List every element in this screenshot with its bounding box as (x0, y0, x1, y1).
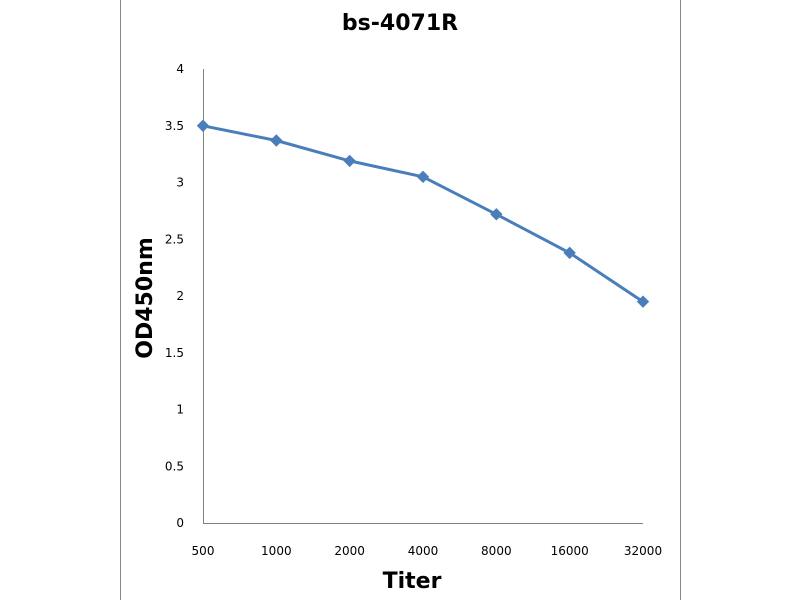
series-line (201, 124, 645, 304)
y-tick-label: 0 (176, 516, 184, 530)
chart-title: bs-4071R (342, 11, 458, 36)
data-point (270, 134, 283, 147)
x-tick-label: 1000 (261, 544, 292, 558)
y-tick-label: 3.5 (165, 119, 184, 133)
data-point (196, 119, 210, 132)
x-tick-label: 4000 (408, 544, 439, 558)
y-tick-label: 3 (176, 176, 184, 190)
data-point (636, 295, 650, 308)
x-tick-label: 16000 (551, 544, 589, 558)
x-tick-label: 8000 (481, 544, 512, 558)
series-group (196, 119, 650, 308)
y-tick-label: 1.5 (165, 346, 184, 360)
data-point (343, 154, 356, 168)
y-tick-label: 2 (176, 289, 184, 303)
y-tick-label: 0.5 (165, 459, 184, 473)
x-tick-label: 32000 (624, 544, 662, 558)
y-axis-ticks: 0 0.5 1 1.5 2 2.5 3 3.5 4 (165, 62, 184, 530)
x-tick-label: 2000 (334, 544, 365, 558)
y-tick-label: 4 (176, 62, 184, 76)
data-point (416, 170, 430, 184)
data-point (490, 208, 503, 221)
x-axis-ticks: 500 1000 2000 4000 8000 16000 32000 (192, 544, 663, 558)
y-axis-title: OD450nm (133, 237, 158, 358)
y-tick-label: 2.5 (165, 232, 184, 246)
y-tick-label: 1 (176, 403, 184, 417)
x-axis-title: Titer (383, 569, 442, 594)
x-tick-label: 500 (192, 544, 215, 558)
data-point (563, 246, 576, 260)
